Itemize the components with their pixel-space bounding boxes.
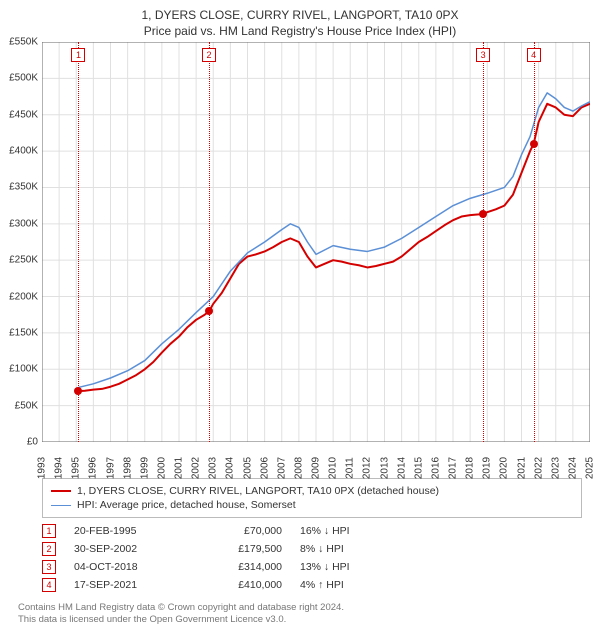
legend: 1, DYERS CLOSE, CURRY RIVEL, LANGPORT, T… xyxy=(42,478,582,518)
legend-swatch-hpi xyxy=(51,505,71,506)
marker-price: £314,000 xyxy=(192,561,282,573)
x-tick-label: 2011 xyxy=(345,457,356,479)
footer-line: Contains HM Land Registry data © Crown c… xyxy=(18,602,582,614)
y-tick-label: £300K xyxy=(9,218,42,229)
y-tick-label: £450K xyxy=(9,109,42,120)
marker-price: £70,000 xyxy=(192,525,282,537)
x-tick-label: 2002 xyxy=(191,457,202,479)
x-tick-label: 2023 xyxy=(550,457,561,479)
x-tick-label: 1996 xyxy=(88,457,99,479)
marker-num-icon: 1 xyxy=(42,524,56,538)
x-tick-label: 2005 xyxy=(242,457,253,479)
marker-row: 4 17-SEP-2021 £410,000 4% ↑ HPI xyxy=(42,576,582,594)
y-tick-label: £150K xyxy=(9,327,42,338)
markers-table: 1 20-FEB-1995 £70,000 16% ↓ HPI 2 30-SEP-2002… xyxy=(42,522,582,594)
y-tick-label: £350K xyxy=(9,182,42,193)
marker-delta: 16% ↓ HPI xyxy=(300,525,390,537)
y-tick-label: £100K xyxy=(9,364,42,375)
x-tick-label: 2015 xyxy=(413,457,424,479)
x-tick-label: 2008 xyxy=(293,457,304,479)
marker-date: 20-FEB-1995 xyxy=(74,525,174,537)
marker-date: 30-SEP-2002 xyxy=(74,543,174,555)
marker-delta: 4% ↑ HPI xyxy=(300,579,390,591)
x-tick-label: 2009 xyxy=(311,457,322,479)
x-tick-label: 2003 xyxy=(208,457,219,479)
x-tick-label: 1994 xyxy=(54,457,65,479)
legend-swatch-price xyxy=(51,490,71,492)
x-tick-label: 2010 xyxy=(328,457,339,479)
y-tick-label: £550K xyxy=(9,37,42,48)
marker-row: 1 20-FEB-1995 £70,000 16% ↓ HPI xyxy=(42,522,582,540)
x-tick-label: 2001 xyxy=(174,457,185,479)
x-tick-label: 2017 xyxy=(448,457,459,479)
marker-delta: 8% ↓ HPI xyxy=(300,543,390,555)
y-tick-label: £400K xyxy=(9,146,42,157)
y-tick-label: £200K xyxy=(9,291,42,302)
x-tick-label: 2007 xyxy=(276,457,287,479)
x-tick-label: 2018 xyxy=(465,457,476,479)
marker-row: 3 04-OCT-2018 £314,000 13% ↓ HPI xyxy=(42,558,582,576)
y-tick-label: £250K xyxy=(9,255,42,266)
x-tick-label: 2006 xyxy=(259,457,270,479)
chart-area: £0£50K£100K£150K£200K£250K£300K£350K£400… xyxy=(42,42,590,442)
y-tick-label: £500K xyxy=(9,73,42,84)
x-tick-label: 1998 xyxy=(122,457,133,479)
marker-date: 17-SEP-2021 xyxy=(74,579,174,591)
marker-date: 04-OCT-2018 xyxy=(74,561,174,573)
x-tick-label: 2013 xyxy=(379,457,390,479)
marker-price: £410,000 xyxy=(192,579,282,591)
x-tick-label: 2022 xyxy=(533,457,544,479)
y-tick-label: £50K xyxy=(15,400,42,411)
chart-title: 1, DYERS CLOSE, CURRY RIVEL, LANGPORT, T… xyxy=(0,0,600,22)
x-tick-label: 1993 xyxy=(37,457,48,479)
x-tick-label: 2012 xyxy=(362,457,373,479)
line-chart-svg xyxy=(42,42,590,442)
x-tick-label: 1999 xyxy=(139,457,150,479)
marker-num-icon: 3 xyxy=(42,560,56,574)
x-axis-labels: 1993199419951996199719981999200020012002… xyxy=(42,442,590,472)
x-tick-label: 2016 xyxy=(430,457,441,479)
marker-delta: 13% ↓ HPI xyxy=(300,561,390,573)
chart-subtitle: Price paid vs. HM Land Registry's House … xyxy=(0,22,600,42)
y-tick-label: £0 xyxy=(27,437,42,448)
marker-row: 2 30-SEP-2002 £179,500 8% ↓ HPI xyxy=(42,540,582,558)
x-tick-label: 1995 xyxy=(71,457,82,479)
legend-item-hpi: HPI: Average price, detached house, Some… xyxy=(51,498,573,512)
marker-num-icon: 2 xyxy=(42,542,56,556)
footer: Contains HM Land Registry data © Crown c… xyxy=(18,602,582,627)
x-tick-label: 2004 xyxy=(225,457,236,479)
footer-line: This data is licensed under the Open Gov… xyxy=(18,614,582,626)
x-tick-label: 2024 xyxy=(567,457,578,479)
legend-item-price: 1, DYERS CLOSE, CURRY RIVEL, LANGPORT, T… xyxy=(51,484,573,498)
x-tick-label: 2019 xyxy=(482,457,493,479)
legend-label: HPI: Average price, detached house, Some… xyxy=(77,499,296,511)
legend-label: 1, DYERS CLOSE, CURRY RIVEL, LANGPORT, T… xyxy=(77,485,439,497)
x-tick-label: 2021 xyxy=(516,457,527,479)
x-tick-label: 2020 xyxy=(499,457,510,479)
marker-num-icon: 4 xyxy=(42,578,56,592)
marker-price: £179,500 xyxy=(192,543,282,555)
x-tick-label: 2014 xyxy=(396,457,407,479)
x-tick-label: 2025 xyxy=(585,457,596,479)
x-tick-label: 2000 xyxy=(156,457,167,479)
x-tick-label: 1997 xyxy=(105,457,116,479)
